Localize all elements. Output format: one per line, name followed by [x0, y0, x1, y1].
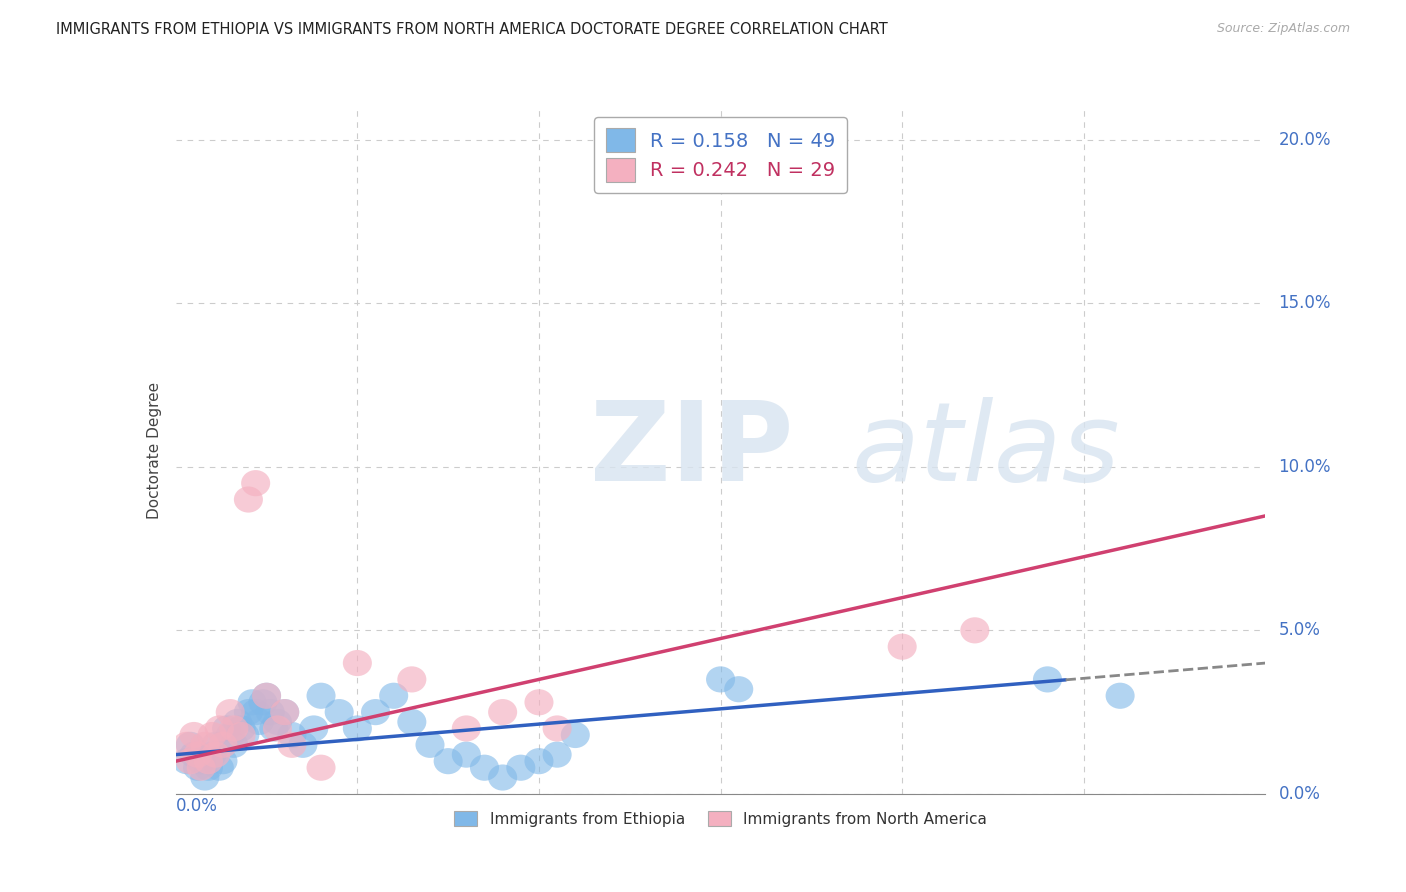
Text: IMMIGRANTS FROM ETHIOPIA VS IMMIGRANTS FROM NORTH AMERICA DOCTORATE DEGREE CORRE: IMMIGRANTS FROM ETHIOPIA VS IMMIGRANTS F… — [56, 22, 889, 37]
Ellipse shape — [226, 722, 256, 748]
Ellipse shape — [398, 709, 426, 735]
Ellipse shape — [416, 731, 444, 758]
Ellipse shape — [380, 682, 408, 709]
Y-axis label: Doctorate Degree: Doctorate Degree — [146, 382, 162, 519]
Ellipse shape — [263, 715, 292, 741]
Ellipse shape — [451, 741, 481, 768]
Text: atlas: atlas — [852, 397, 1121, 504]
Ellipse shape — [488, 764, 517, 790]
Ellipse shape — [724, 676, 754, 702]
Ellipse shape — [172, 748, 201, 774]
Ellipse shape — [194, 755, 224, 780]
Ellipse shape — [256, 699, 284, 725]
Ellipse shape — [242, 699, 270, 725]
Ellipse shape — [233, 699, 263, 725]
Ellipse shape — [263, 709, 292, 735]
Text: Source: ZipAtlas.com: Source: ZipAtlas.com — [1216, 22, 1350, 36]
Ellipse shape — [960, 617, 990, 643]
Ellipse shape — [242, 470, 270, 496]
Text: 10.0%: 10.0% — [1278, 458, 1331, 475]
Ellipse shape — [270, 699, 299, 725]
Ellipse shape — [277, 722, 307, 748]
Ellipse shape — [187, 755, 215, 780]
Ellipse shape — [187, 748, 215, 774]
Text: 0.0%: 0.0% — [176, 797, 218, 815]
Ellipse shape — [224, 709, 252, 735]
Ellipse shape — [270, 699, 299, 725]
Ellipse shape — [197, 722, 226, 748]
Ellipse shape — [190, 764, 219, 790]
Ellipse shape — [299, 715, 329, 741]
Ellipse shape — [180, 741, 208, 768]
Ellipse shape — [180, 722, 208, 748]
Ellipse shape — [307, 682, 336, 709]
Ellipse shape — [176, 731, 205, 758]
Ellipse shape — [231, 722, 259, 748]
Ellipse shape — [233, 486, 263, 513]
Text: 0.0%: 0.0% — [1278, 785, 1320, 803]
Ellipse shape — [176, 748, 205, 774]
Ellipse shape — [706, 666, 735, 692]
Ellipse shape — [190, 731, 219, 758]
Text: ZIP: ZIP — [591, 397, 793, 504]
Text: 15.0%: 15.0% — [1278, 294, 1331, 312]
Ellipse shape — [201, 731, 231, 758]
Ellipse shape — [343, 715, 371, 741]
Ellipse shape — [506, 755, 536, 780]
Ellipse shape — [252, 682, 281, 709]
Ellipse shape — [219, 731, 249, 758]
Ellipse shape — [194, 748, 224, 774]
Ellipse shape — [543, 715, 572, 741]
Ellipse shape — [307, 755, 336, 780]
Ellipse shape — [252, 682, 281, 709]
Ellipse shape — [543, 741, 572, 768]
Ellipse shape — [201, 741, 231, 768]
Text: 20.0%: 20.0% — [1278, 131, 1331, 149]
Ellipse shape — [470, 755, 499, 780]
Ellipse shape — [259, 715, 288, 741]
Ellipse shape — [524, 690, 554, 715]
Ellipse shape — [215, 699, 245, 725]
Ellipse shape — [343, 650, 371, 676]
Ellipse shape — [215, 722, 245, 748]
Ellipse shape — [183, 741, 212, 768]
Ellipse shape — [488, 699, 517, 725]
Ellipse shape — [226, 715, 256, 741]
Ellipse shape — [238, 690, 267, 715]
Ellipse shape — [288, 731, 318, 758]
Text: 5.0%: 5.0% — [1278, 622, 1320, 640]
Ellipse shape — [887, 633, 917, 660]
Ellipse shape — [245, 709, 274, 735]
Ellipse shape — [1033, 666, 1062, 692]
Ellipse shape — [524, 748, 554, 774]
Ellipse shape — [208, 748, 238, 774]
Ellipse shape — [249, 690, 277, 715]
Ellipse shape — [1105, 682, 1135, 709]
Ellipse shape — [325, 699, 354, 725]
Ellipse shape — [205, 755, 233, 780]
Ellipse shape — [183, 755, 212, 780]
Ellipse shape — [219, 715, 249, 741]
Ellipse shape — [451, 715, 481, 741]
Ellipse shape — [361, 699, 389, 725]
Ellipse shape — [433, 748, 463, 774]
Legend: Immigrants from Ethiopia, Immigrants from North America: Immigrants from Ethiopia, Immigrants fro… — [447, 803, 994, 834]
Ellipse shape — [561, 722, 591, 748]
Ellipse shape — [197, 741, 226, 768]
Ellipse shape — [398, 666, 426, 692]
Ellipse shape — [208, 731, 238, 758]
Ellipse shape — [205, 715, 233, 741]
Ellipse shape — [172, 731, 201, 758]
Ellipse shape — [212, 715, 242, 741]
Ellipse shape — [277, 731, 307, 758]
